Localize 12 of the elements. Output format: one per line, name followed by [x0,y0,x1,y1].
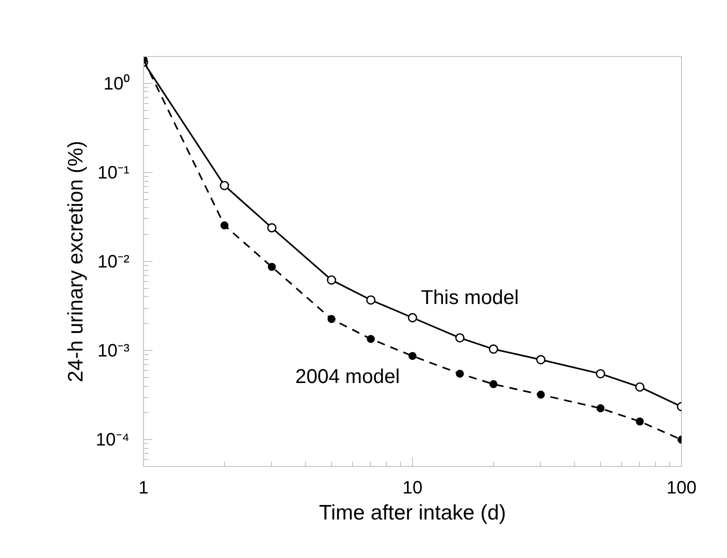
x-tick-label: 100 [666,478,697,498]
series-label: 2004 model [295,366,400,388]
y-tick-label: 10⁰ [103,73,130,94]
y-tick-label: 10⁻¹ [97,162,130,182]
x-axis-title: Time after intake (d) [318,502,506,524]
y-axis-title: 24-h urinary excretion (%) [64,140,88,382]
y-tick-label: 10⁻³ [97,340,130,361]
series-label: This model [420,286,519,309]
y-tick-label: 10⁻² [97,252,130,272]
x-tick-label: 1 [138,478,149,498]
y-tick-label: 10⁻⁴ [96,430,130,450]
x-tick-label: 10 [402,478,423,498]
